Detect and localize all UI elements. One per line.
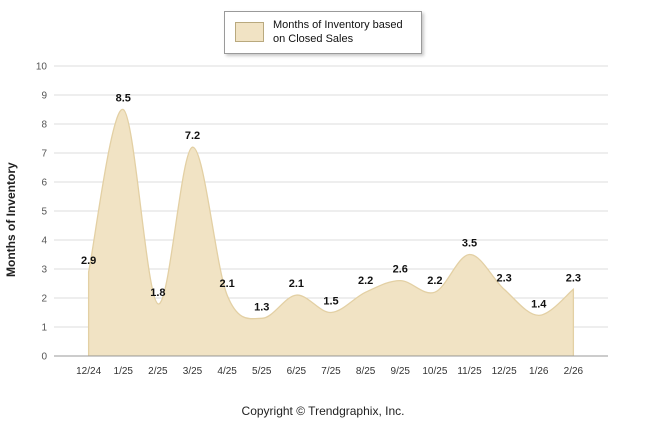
x-tick-label: 11/25 — [457, 366, 482, 377]
x-tick-label: 2/25 — [148, 366, 168, 377]
y-axis-title: Months of Inventory — [4, 162, 18, 278]
data-label: 2.6 — [393, 264, 408, 276]
copyright-text: Copyright © Trendgraphix, Inc. — [241, 404, 405, 418]
x-tick-label: 5/25 — [252, 366, 272, 377]
data-label: 1.8 — [150, 287, 165, 299]
x-tick-label: 6/25 — [287, 366, 307, 377]
data-label: 2.2 — [427, 275, 442, 287]
y-tick-label: 7 — [41, 149, 47, 160]
legend: Months of Inventory based on Closed Sale… — [224, 11, 422, 54]
legend-label: Months of Inventory based on Closed Sale… — [273, 19, 403, 46]
data-label: 2.9 — [81, 255, 96, 267]
y-tick-label: 9 — [41, 91, 47, 102]
x-tick-label: 1/25 — [114, 366, 134, 377]
y-tick-label: 10 — [36, 62, 48, 73]
x-tick-label: 4/25 — [217, 366, 237, 377]
y-tick-label: 2 — [41, 294, 47, 305]
data-label: 8.5 — [116, 93, 131, 105]
legend-swatch — [235, 22, 264, 43]
data-label: 3.5 — [462, 238, 477, 250]
y-tick-label: 6 — [41, 178, 47, 189]
x-tick-label: 10/25 — [422, 366, 447, 377]
x-tick-label: 3/25 — [183, 366, 203, 377]
data-label: 7.2 — [185, 130, 200, 142]
x-tick-label: 1/26 — [529, 366, 549, 377]
y-tick-label: 1 — [41, 323, 47, 334]
x-tick-label: 12/25 — [492, 366, 517, 377]
area-series — [87, 108, 575, 356]
data-label: 2.3 — [566, 272, 581, 284]
x-tick-label: 7/25 — [321, 366, 341, 377]
x-tick-label: 9/25 — [391, 366, 411, 377]
y-tick-label: 8 — [41, 120, 47, 131]
y-tick-label: 5 — [41, 207, 47, 218]
data-label: 2.1 — [219, 278, 234, 290]
y-tick-label: 0 — [41, 352, 47, 363]
x-tick-label: 2/26 — [564, 366, 584, 377]
x-tick-label: 12/24 — [76, 366, 101, 377]
data-label: 1.5 — [323, 296, 338, 308]
data-label: 1.4 — [531, 298, 547, 310]
x-tick-label: 8/25 — [356, 366, 376, 377]
inventory-area-chart: 0 1 2 3 4 5 6 7 8 9 10 12/24 1/25 2/25 3/25 4/25 5/25 6/2… — [36, 62, 608, 377]
data-label: 2.3 — [496, 272, 511, 284]
data-label: 1.3 — [254, 301, 269, 313]
data-label: 2.1 — [289, 278, 304, 290]
y-tick-label: 3 — [41, 265, 47, 276]
data-label: 2.2 — [358, 275, 373, 287]
y-tick-label: 4 — [41, 236, 47, 247]
chart-area: Months of Inventory 0 1 2 3 4 5 6 7 8 9 10 12/24 1/2… — [4, 50, 618, 390]
